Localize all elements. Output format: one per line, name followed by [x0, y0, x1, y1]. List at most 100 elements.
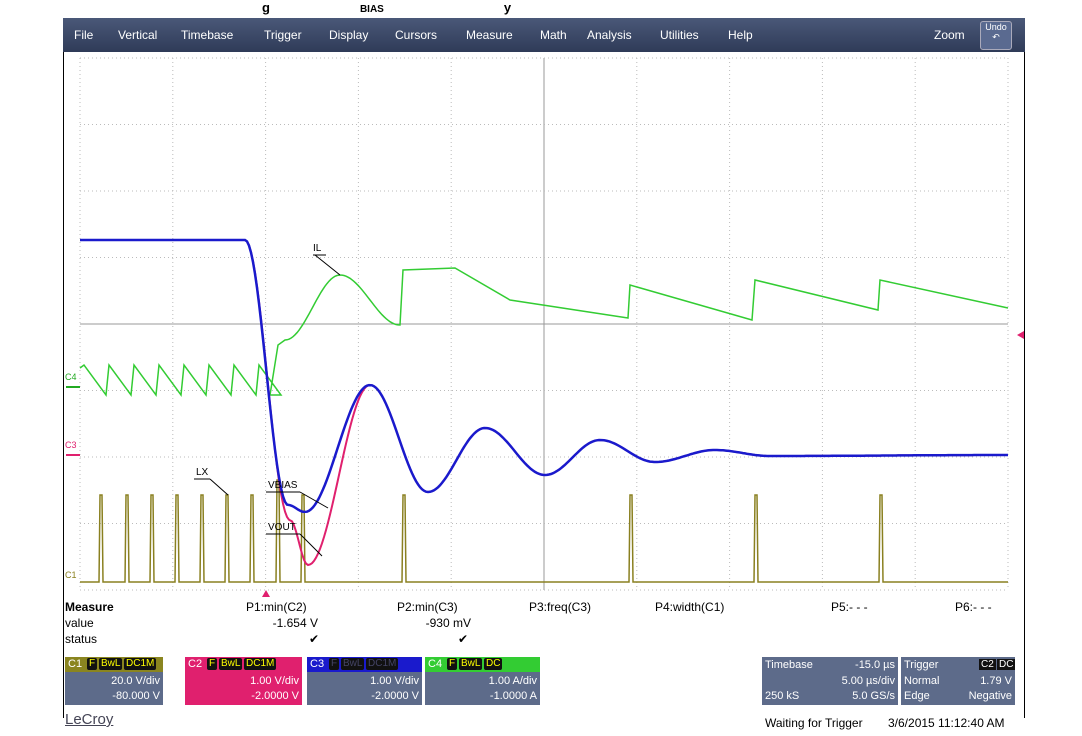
channel-marker: C3: [65, 440, 77, 450]
measure-param[interactable]: P5:- - -: [831, 600, 868, 614]
waveform-c4: [79, 267, 1009, 398]
leader: [299, 491, 329, 509]
channel-flag: BwL: [219, 658, 243, 670]
channel-box[interactable]: C3 F BwL DC1M 1.00 V/div -2.0000 V: [307, 657, 422, 705]
trig-coupling: DC: [997, 659, 1016, 670]
waveform-annotations: IL LX VBIAS VOUT: [194, 243, 341, 557]
channel-name: C3: [310, 658, 325, 670]
channel-offset: -2.0000 V: [251, 690, 299, 702]
wave-label: VOUT: [268, 522, 296, 533]
menu-item[interactable]: Utilities: [660, 28, 699, 42]
row-label: value: [65, 616, 94, 630]
channel-header: C1 F BwL DC1M: [65, 657, 163, 672]
measure-param[interactable]: P4:width(C1): [655, 600, 725, 614]
caption: g BIAS y: [262, 0, 511, 15]
channel-scale: 1.00 V/div: [250, 675, 299, 687]
grid: [79, 57, 1009, 591]
tb-rate: 5.0 GS/s: [852, 690, 895, 702]
caption-part: BIAS: [359, 4, 384, 15]
measure-status: ✔: [309, 632, 320, 646]
measure-param[interactable]: P1:min(C2): [246, 600, 307, 614]
leader: [314, 254, 341, 276]
menu-bar: File Vertical Timebase Trigger Display C…: [63, 18, 1025, 52]
channel-flag: F: [87, 658, 98, 670]
zoom-button[interactable]: Zoom: [934, 28, 965, 42]
caption-part: g: [262, 0, 270, 15]
channel-body: 1.00 V/div -2.0000 V: [307, 672, 422, 705]
undo-label: Undo: [985, 22, 1007, 32]
channel-offset: -1.0000 A: [489, 690, 537, 702]
row-label: status: [65, 632, 98, 646]
channel-box[interactable]: C4 F BwL DC 1.00 A/div -1.0000 A: [425, 657, 540, 705]
menu-item[interactable]: Analysis: [587, 28, 632, 42]
menu-item[interactable]: Timebase: [181, 28, 234, 42]
channel-flag: DC1M: [244, 658, 277, 670]
channel-flag: DC1M: [124, 658, 157, 670]
channel-name: C1: [68, 658, 83, 670]
trig-type: Edge: [904, 690, 930, 702]
channel-header: C3 F BwL DC1M: [307, 657, 422, 672]
menu-item[interactable]: Math: [540, 28, 567, 42]
trig-slope: Negative: [968, 690, 1012, 702]
channel-scale: 20.0 V/div: [111, 675, 160, 687]
trigger-position: [262, 590, 270, 597]
channel-box[interactable]: C2 F BwL DC1M 1.00 V/div -2.0000 V: [185, 657, 302, 705]
measure-value: -1.654 V: [272, 616, 318, 630]
channel-body: 20.0 V/div -80.000 V: [65, 672, 163, 705]
channel-box[interactable]: C1 F BwL DC1M 20.0 V/div -80.000 V: [65, 657, 163, 705]
menu-item[interactable]: File: [74, 28, 94, 42]
menu-item[interactable]: Measure: [466, 28, 513, 42]
channel-body: 1.00 V/div -2.0000 V: [185, 672, 302, 705]
channel-marker: C1: [65, 570, 77, 580]
menu-item[interactable]: Display: [329, 28, 369, 42]
menu-item[interactable]: Cursors: [395, 28, 438, 42]
frame: [63, 18, 1025, 718]
menu-item[interactable]: Trigger: [264, 28, 302, 42]
channel-flag: F: [447, 658, 458, 670]
caption-part: y: [503, 0, 512, 15]
tb-scale: 5.00 µs/div: [841, 675, 895, 687]
channel-body: 1.00 A/div -1.0000 A: [425, 672, 540, 705]
undo-button[interactable]: Undo ↶: [980, 21, 1012, 50]
channel-offset: -2.0000 V: [371, 690, 419, 702]
channel-flag: DC: [484, 658, 503, 670]
tb-delay: -15.0 µs: [855, 659, 895, 671]
channel-scale: 1.00 A/div: [488, 675, 537, 687]
channel-name: C2: [188, 658, 203, 670]
channel-flag: F: [329, 658, 340, 670]
tb-title: Timebase: [765, 659, 813, 671]
acq-status: Waiting for Trigger: [765, 716, 863, 730]
trig-source: C2: [979, 659, 996, 670]
measure-param[interactable]: P6:- - -: [955, 600, 992, 614]
wave-label: LX: [196, 467, 209, 478]
leader: [209, 478, 229, 496]
menu-item[interactable]: Help: [728, 28, 753, 42]
wave-label: VBIAS: [268, 480, 298, 491]
scope-display: IL LX VBIAS VOUT C4 C3 C1: [65, 57, 1024, 597]
channel-scale: 1.00 V/div: [370, 675, 419, 687]
tb-samples: 250 kS: [765, 690, 800, 702]
trig-level: 1.79 V: [980, 675, 1012, 687]
channel-flag: BwL: [459, 658, 483, 670]
timebase-box[interactable]: Timebase -15.0 µs 5.00 µs/div 250 kS 5.0…: [762, 657, 898, 705]
channel-flag: BwL: [99, 658, 123, 670]
measure-param[interactable]: P3:freq(C3): [529, 600, 592, 614]
trigger-box[interactable]: Trigger C2 DC Normal 1.79 V Edge Negativ…: [901, 657, 1016, 705]
channel-flag: DC1M: [366, 658, 399, 670]
trig-mode: Normal: [904, 675, 940, 687]
trig-title: Trigger: [904, 659, 939, 671]
waveform-c3: [80, 238, 1008, 514]
measure-value: -930 mV: [425, 616, 471, 630]
measure-param[interactable]: P2:min(C3): [397, 600, 458, 614]
channel-header: C2 F BwL DC1M: [185, 657, 302, 672]
menu-item[interactable]: Vertical: [118, 28, 158, 42]
measure-status: ✔: [458, 632, 469, 646]
channel-flag: F: [207, 658, 218, 670]
channel-flag: BwL: [341, 658, 365, 670]
channel-name: C4: [428, 658, 443, 670]
channel-marker: C4: [65, 372, 77, 382]
channel-offset: -80.000 V: [112, 690, 160, 702]
measure-title: Measure: [65, 600, 114, 614]
trigger-level: [1017, 331, 1024, 339]
